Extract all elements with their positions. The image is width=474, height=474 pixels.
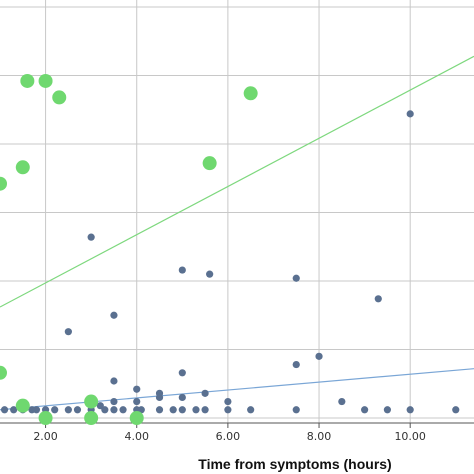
point-s0-47: [87, 233, 95, 241]
point-s0-29: [133, 397, 141, 406]
point-s0-32: [224, 397, 232, 406]
point-s0-4: [32, 406, 41, 414]
x-tick-label-3: 8.00: [307, 430, 332, 443]
point-s0-38: [178, 369, 186, 377]
point-s0-40: [315, 352, 323, 360]
point-s0-25: [406, 406, 414, 414]
point-s1-10: [38, 411, 53, 425]
x-tick-label-4: 10.00: [394, 430, 426, 443]
y-gridlines: [0, 6, 474, 419]
point-s0-1: [10, 406, 18, 414]
point-s0-43: [178, 266, 186, 274]
point-s0-7: [64, 406, 72, 414]
point-s0-33: [338, 397, 346, 406]
point-s0-39: [292, 360, 300, 369]
point-s0-22: [292, 406, 300, 414]
point-s0-28: [110, 397, 118, 406]
point-s0-12: [119, 406, 127, 414]
point-s1-0: [20, 73, 35, 88]
point-s0-16: [169, 406, 177, 414]
point-s0-6: [51, 406, 59, 414]
point-s0-15: [155, 406, 164, 414]
point-s0-36: [201, 389, 209, 397]
point-s0-31: [178, 393, 186, 402]
point-s1-1: [38, 73, 53, 88]
point-s1-7: [0, 365, 7, 380]
x-gridlines: [45, 0, 411, 428]
point-s0-27: [96, 402, 104, 410]
point-s1-11: [84, 411, 99, 425]
x-tick-labels: 2.00 4.00 6.00 8.00 10.00: [33, 430, 426, 443]
point-s0-23: [361, 406, 369, 414]
point-s0-17: [178, 406, 186, 414]
x-tick-label-2: 6.00: [216, 430, 241, 443]
point-s0-42: [110, 311, 118, 319]
point-s1-9: [84, 394, 99, 409]
point-s0-24: [383, 406, 392, 414]
fit-line-1: [0, 368, 474, 411]
point-s0-34: [133, 385, 141, 393]
point-s0-48: [406, 110, 414, 118]
point-s0-20: [224, 406, 232, 414]
point-s0-0: [0, 406, 9, 414]
point-s1-2: [52, 90, 67, 105]
point-s0-35: [155, 389, 164, 397]
point-s0-8: [73, 406, 82, 414]
fit-line-0: [0, 55, 474, 308]
plot-background: [0, 0, 474, 423]
point-s0-44: [206, 270, 214, 278]
fit-lines: [0, 55, 474, 411]
point-s0-26: [452, 406, 460, 414]
point-s0-45: [292, 274, 300, 282]
point-s1-12: [129, 411, 144, 425]
point-s0-46: [374, 295, 382, 303]
point-s1-8: [15, 398, 30, 413]
data-points: [0, 73, 460, 425]
point-s0-18: [192, 406, 200, 414]
x-tick-label-0: 2.00: [33, 430, 58, 443]
point-s0-19: [201, 406, 209, 414]
point-s1-5: [202, 156, 217, 171]
point-s0-37: [110, 377, 118, 385]
point-s0-21: [247, 406, 255, 414]
x-axis-title: Time from symptoms (hours): [198, 456, 391, 472]
point-s0-11: [110, 406, 118, 414]
point-s1-4: [15, 160, 30, 175]
point-s1-6: [0, 176, 7, 191]
point-s0-41: [64, 328, 72, 336]
point-s1-3: [243, 86, 258, 101]
x-tick-label-1: 4.00: [124, 430, 149, 443]
